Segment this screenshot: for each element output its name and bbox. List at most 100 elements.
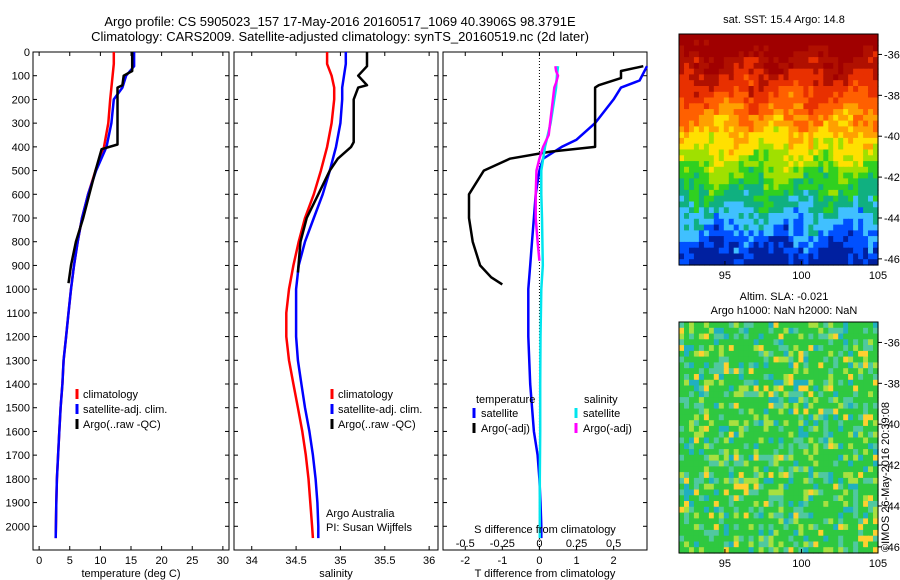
map-cell xyxy=(778,385,785,392)
map-cell xyxy=(689,472,695,479)
map-cell xyxy=(808,397,814,404)
map-cell xyxy=(863,350,869,358)
map-cell xyxy=(828,356,834,363)
map-cell xyxy=(823,189,829,197)
ytick-label: 1800 xyxy=(6,474,30,486)
map-cell xyxy=(728,161,735,168)
map-cell xyxy=(803,224,809,231)
map-cell xyxy=(723,449,730,456)
map-cell xyxy=(693,397,700,404)
map-cell xyxy=(718,362,725,369)
map-cell xyxy=(838,524,844,531)
map-cell xyxy=(718,449,725,456)
map-cell xyxy=(783,172,790,179)
map-cell xyxy=(853,402,859,410)
map-cell xyxy=(708,68,715,76)
map-cell xyxy=(728,224,735,231)
map-cell xyxy=(689,547,695,554)
map-cell xyxy=(798,80,804,87)
map-cell xyxy=(863,143,869,151)
map-cell xyxy=(733,259,740,266)
map-cell xyxy=(679,172,685,179)
map-cell xyxy=(833,97,839,104)
map-cell xyxy=(858,161,864,168)
map-cell xyxy=(708,374,715,381)
map-cell xyxy=(828,466,834,473)
map-cell xyxy=(684,472,690,479)
map-cell xyxy=(863,178,869,185)
map-cell xyxy=(793,155,799,162)
map-cell xyxy=(823,45,829,52)
map-cell xyxy=(793,45,799,52)
map-cell xyxy=(753,236,760,243)
map-cell xyxy=(853,425,859,433)
map-cell xyxy=(753,218,760,226)
map-cell xyxy=(858,524,864,531)
map-cell xyxy=(763,172,770,179)
map-cell xyxy=(703,402,710,410)
map-cell xyxy=(713,454,720,462)
map-cell xyxy=(803,356,809,363)
map-cell xyxy=(833,213,839,220)
map-cell xyxy=(803,385,809,392)
map-cell xyxy=(838,489,844,496)
map-cell xyxy=(823,103,829,110)
map-cell xyxy=(684,57,690,64)
map-cell xyxy=(768,97,775,104)
map-cell xyxy=(679,201,685,208)
map-cell xyxy=(838,195,844,203)
map-cell xyxy=(863,45,869,52)
map-cell xyxy=(808,161,814,168)
map-cell xyxy=(743,155,750,162)
map-cell xyxy=(868,97,874,104)
map-cell xyxy=(843,259,849,266)
map-cell xyxy=(868,74,874,81)
map-cell xyxy=(858,385,864,392)
map-cell xyxy=(828,512,834,519)
map-cell xyxy=(698,62,705,70)
map-cell xyxy=(728,230,735,237)
map-cell xyxy=(698,431,705,439)
map-cell xyxy=(843,189,849,197)
map-cell xyxy=(858,166,864,174)
map-cell xyxy=(743,120,750,127)
map-cell xyxy=(728,207,735,214)
series-t-argo xyxy=(467,64,644,286)
map-cell xyxy=(838,483,844,491)
map-cell xyxy=(684,460,690,467)
map-cell xyxy=(768,356,775,363)
map-cell xyxy=(823,402,829,410)
map-cell xyxy=(818,166,824,174)
map-cell xyxy=(748,172,755,179)
map-cell xyxy=(698,541,705,548)
map-cell xyxy=(783,391,790,398)
map-cell xyxy=(868,184,874,191)
map-cell xyxy=(828,201,834,208)
map-cell xyxy=(818,80,824,87)
map-cell xyxy=(833,385,839,392)
map-cell xyxy=(693,236,700,243)
map-cell xyxy=(713,460,720,467)
map-cell xyxy=(788,402,795,410)
map-cell xyxy=(689,431,695,439)
map-cell xyxy=(813,472,819,479)
map-cell xyxy=(868,362,874,369)
map-cell xyxy=(703,51,710,58)
map-cell xyxy=(783,230,790,237)
map-cell xyxy=(868,466,874,473)
map-cell xyxy=(758,68,765,76)
map-cell xyxy=(748,149,755,156)
map-cell xyxy=(684,402,690,410)
map-cell xyxy=(803,91,809,99)
map-cell xyxy=(858,535,864,543)
map-cell xyxy=(689,230,695,237)
map-cell xyxy=(873,74,879,81)
map-cell xyxy=(778,74,785,81)
map-cell xyxy=(703,350,710,358)
map-cell xyxy=(793,51,799,58)
map-cell xyxy=(773,86,780,93)
map-cell xyxy=(823,339,829,346)
map-cell xyxy=(723,466,730,473)
map-cell xyxy=(768,414,775,421)
map-cell xyxy=(838,178,844,185)
